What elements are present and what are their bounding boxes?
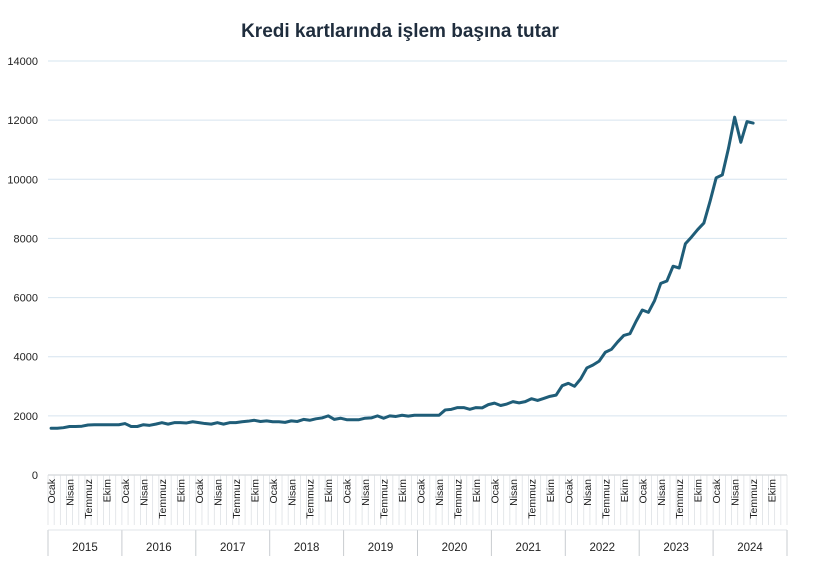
x-tick-label: Ocak xyxy=(489,478,501,503)
x-tick-label: Temmuz xyxy=(157,479,169,519)
y-axis: 0 2000 4000 6000 8000 10000 12000 14000 xyxy=(7,56,38,482)
year-label: 2018 xyxy=(294,542,320,554)
x-tick-label: Nisan xyxy=(434,479,446,506)
x-tick-label: Nisan xyxy=(582,479,594,506)
series-points xyxy=(50,116,754,429)
x-tick-label: Ekim xyxy=(323,479,335,503)
x-tick-label: Ocak xyxy=(194,478,206,503)
x-tick-label: Nisan xyxy=(65,479,77,506)
x-tick-label: Temmuz xyxy=(379,479,391,519)
x-tick-label: Nisan xyxy=(508,479,520,506)
series-line xyxy=(49,115,755,430)
x-tick-label: Ocak xyxy=(637,478,649,503)
year-label: 2016 xyxy=(146,542,172,554)
year-label: 2024 xyxy=(737,542,763,554)
x-axis: Ocak Nisan Temmuz Ekim Ocak Nisan Temmuz Ekim Oc… xyxy=(46,475,788,556)
x-tick-label: Temmuz xyxy=(83,479,95,519)
y-tick-label: 0 xyxy=(32,470,38,482)
x-tick-label: Nisan xyxy=(286,479,298,506)
x-tick-label: Ocak xyxy=(46,478,58,503)
x-tick-label: Nisan xyxy=(212,479,224,506)
y-tick-label: 8000 xyxy=(14,233,38,245)
x-tick-label: Ekim xyxy=(545,479,557,503)
x-tick-label: Ekim xyxy=(249,479,261,503)
x-tick-label: Ocak xyxy=(563,478,575,503)
gridlines xyxy=(48,60,787,476)
x-tick-label: Temmuz xyxy=(231,479,243,519)
x-tick-label: Temmuz xyxy=(600,479,612,519)
y-tick-label: 10000 xyxy=(7,174,38,186)
x-tick-label: Nisan xyxy=(138,479,150,506)
x-tick-label: Ekim xyxy=(767,479,779,503)
y-tick-label: 14000 xyxy=(7,56,38,68)
x-tick-label: Ocak xyxy=(342,478,354,503)
y-tick-label: 6000 xyxy=(14,293,38,305)
y-tick-label: 4000 xyxy=(14,352,38,364)
x-tick-label: Temmuz xyxy=(674,479,686,519)
x-tick-label: Ocak xyxy=(268,478,280,503)
x-tick-label: Nisan xyxy=(360,479,372,506)
x-tick-label: Temmuz xyxy=(453,479,465,519)
year-label: 2021 xyxy=(516,542,542,554)
chart-title: Kredi kartlarında işlem başına tutar xyxy=(241,21,559,42)
x-tick-label: Ekim xyxy=(102,479,114,503)
year-label: 2017 xyxy=(220,542,246,554)
year-label: 2023 xyxy=(663,542,689,554)
x-tick-label: Temmuz xyxy=(526,479,538,519)
x-tick-label: Ocak xyxy=(416,478,428,503)
x-tick-label: Ocak xyxy=(711,478,723,503)
x-tick-label: Ekim xyxy=(693,479,705,503)
x-tick-label: Ekim xyxy=(397,479,409,503)
x-tick-label: Temmuz xyxy=(748,479,760,519)
y-tick-label: 2000 xyxy=(14,411,38,423)
year-label: 2020 xyxy=(442,542,468,554)
y-tick-label: 12000 xyxy=(7,115,38,127)
x-tick-label: Ocak xyxy=(120,478,132,503)
year-label: 2015 xyxy=(72,542,98,554)
x-tick-label: Nisan xyxy=(730,479,742,506)
x-tick-label: Ekim xyxy=(175,479,187,503)
x-tick-label: Ekim xyxy=(619,479,631,503)
x-tick-label: Ekim xyxy=(471,479,483,503)
x-tick-label: Temmuz xyxy=(305,479,317,519)
year-label: 2019 xyxy=(368,542,394,554)
year-label: 2022 xyxy=(589,542,615,554)
x-tick-label: Nisan xyxy=(656,479,668,506)
